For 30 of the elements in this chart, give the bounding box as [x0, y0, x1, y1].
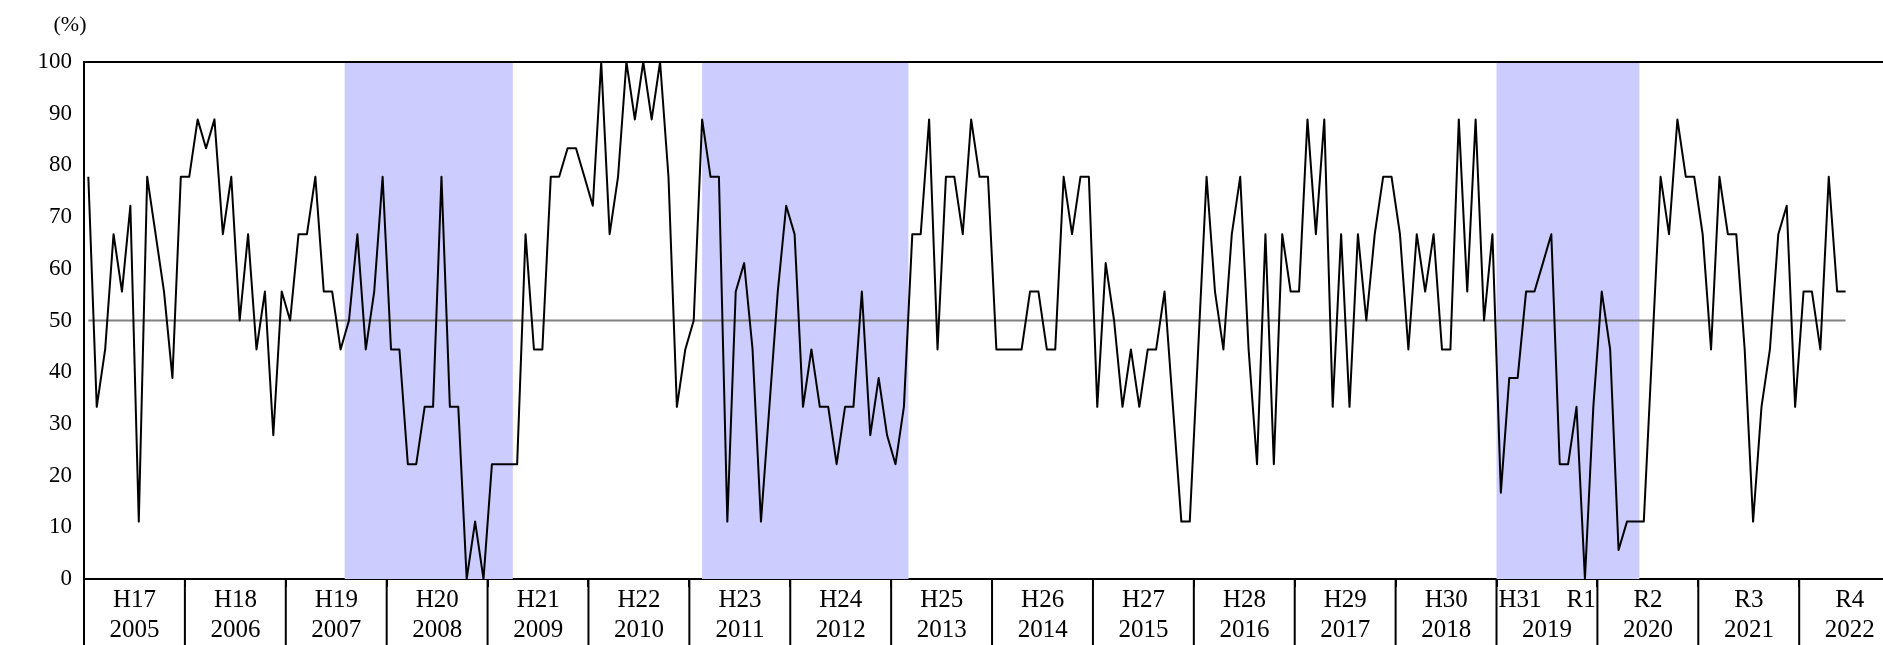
x-tick-label: H28 2016 — [1219, 584, 1270, 642]
x-tick-label: H26 2014 — [1017, 584, 1069, 642]
y-tick-label: 70 — [49, 203, 72, 229]
y-axis-title: (%) — [53, 10, 87, 36]
y-tick-label: 90 — [49, 99, 72, 125]
x-tick-label: H27 2015 — [1118, 584, 1169, 642]
x-tick-label: H29 2017 — [1320, 584, 1371, 642]
x-tick-label: H25 2013 — [916, 584, 967, 642]
y-tick-label: 10 — [49, 513, 72, 539]
x-tick-label: R4 2022 — [1824, 584, 1875, 642]
x-tick-label: H19 2007 — [311, 584, 362, 642]
y-tick-label: 60 — [49, 254, 72, 280]
y-tick-label: 40 — [49, 358, 72, 384]
y-tick-label: 20 — [49, 461, 72, 487]
y-tick-label: 80 — [49, 151, 72, 177]
x-tick-label: H21 2009 — [513, 584, 564, 642]
y-tick-label: 50 — [49, 306, 72, 332]
x-tick-label: H18 2006 — [210, 584, 261, 642]
y-tick-label: 100 — [37, 48, 72, 74]
y-tick-label: 0 — [60, 565, 72, 591]
x-tick-label: R3 2021 — [1723, 584, 1774, 642]
x-tick-label: H22 2010 — [614, 584, 665, 642]
x-tick-label: H31 R1 2019 — [1498, 584, 1596, 642]
x-tick-label: H23 2011 — [715, 584, 765, 642]
y-tick-label: 30 — [49, 409, 72, 435]
x-tick-label: R2 2020 — [1622, 584, 1673, 642]
x-tick-label: H24 2012 — [815, 584, 866, 642]
x-tick-label: H20 2008 — [412, 584, 463, 642]
x-tick-label: H30 2018 — [1421, 584, 1472, 642]
x-tick-label: H17 2005 — [109, 584, 160, 642]
